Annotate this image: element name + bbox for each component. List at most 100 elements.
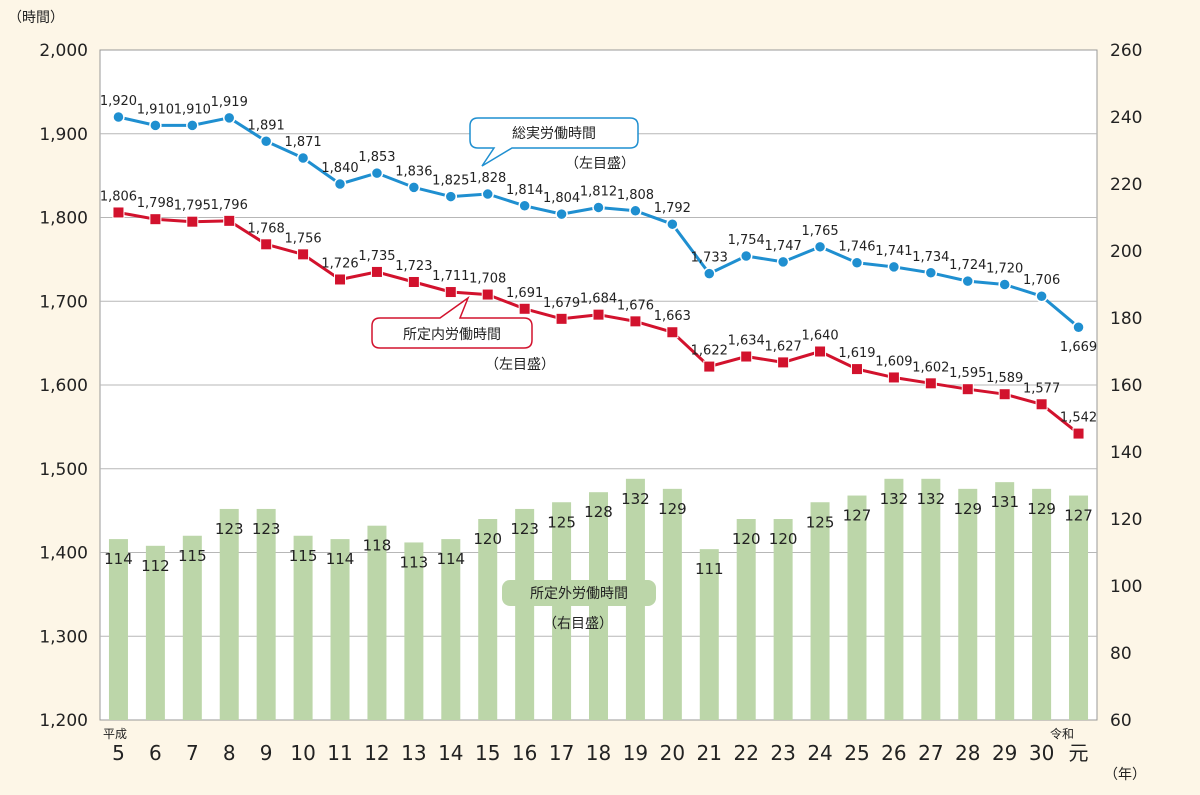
scheduled-hours-point (592, 308, 605, 321)
overtime-bar (108, 539, 128, 720)
x-axis-category-label: 17 (549, 741, 574, 765)
overtime-bar (182, 535, 202, 720)
total-hours-point (998, 278, 1011, 291)
total-hours-label: 1,733 (691, 251, 728, 266)
right-axis-tick-label: 260 (1110, 41, 1142, 61)
left-axis-tick-label: 1,500 (39, 460, 88, 480)
scheduled-hours-point (260, 238, 273, 251)
scheduled-hours-label: 1,589 (986, 371, 1023, 386)
total-hours-point (1072, 320, 1085, 334)
scheduled-hours-label: 1,768 (248, 221, 285, 236)
x-axis-category-label: 元 (1069, 741, 1089, 765)
scheduled-hours-label: 1,795 (174, 199, 211, 214)
total-hours-label: 1,919 (211, 95, 248, 110)
right-axis-tick-label: 60 (1110, 711, 1132, 731)
overtime-hours-callout: 所定外労働時間 （右目盛） (502, 580, 656, 632)
x-axis-category-label: 7 (186, 741, 199, 765)
overtime-hours-axis-note: （右目盛） (543, 616, 613, 632)
x-axis-category-label: 9 (260, 741, 273, 765)
total-hours-axis-note: （左目盛） (565, 156, 635, 172)
overtime-bar-label: 123 (510, 520, 539, 538)
scheduled-hours-axis-note: （左目盛） (485, 357, 555, 373)
total-hours-point (703, 267, 716, 280)
total-hours-point (222, 111, 236, 125)
scheduled-hours-point (518, 302, 531, 315)
overtime-bar (293, 535, 313, 720)
total-hours-label: 1,910 (137, 102, 174, 117)
x-axis-category-label: 25 (844, 741, 869, 765)
scheduled-hours-point (777, 356, 790, 369)
scheduled-hours-label: 1,798 (137, 196, 174, 211)
total-hours-point (444, 190, 458, 203)
total-hours-point (666, 217, 679, 231)
scheduled-hours-label: 1,634 (728, 334, 765, 349)
overtime-bar-label: 125 (806, 513, 835, 531)
right-axis-tick-label: 200 (1110, 242, 1142, 262)
left-axis-tick-label: 1,300 (39, 627, 88, 647)
scheduled-hours-label: 1,542 (1060, 411, 1097, 426)
scheduled-hours-label: 1,711 (432, 269, 469, 284)
total-hours-point (112, 110, 125, 124)
overtime-bar-label: 120 (732, 530, 761, 548)
total-hours-label: 1,836 (395, 164, 432, 179)
overtime-bar (330, 539, 350, 720)
x-axis-category-label: 11 (327, 741, 352, 765)
overtime-bar (256, 508, 276, 720)
overtime-bar-label: 127 (1064, 507, 1093, 525)
overtime-hours-callout-label: 所定外労働時間 (530, 586, 628, 602)
left-axis-tick-label: 1,200 (39, 711, 88, 731)
left-axis-tick-label: 1,600 (39, 376, 88, 396)
overtime-bar (921, 478, 941, 720)
scheduled-hours-label: 1,708 (469, 272, 506, 287)
overtime-bar (884, 478, 904, 720)
overtime-bar-label: 123 (252, 520, 281, 538)
scheduled-hours-label: 1,640 (801, 329, 838, 344)
overtime-bar-label: 128 (584, 503, 613, 521)
scheduled-hours-callout-box (371, 295, 533, 349)
overtime-bar-label: 115 (178, 547, 207, 565)
right-axis-tick-label: 140 (1110, 443, 1142, 463)
total-hours-label: 1,669 (1060, 340, 1097, 355)
scheduled-hours-point (444, 286, 457, 299)
overtime-bar-label: 114 (326, 550, 355, 568)
right-axis-tick-label: 80 (1110, 644, 1132, 664)
total-hours-point (961, 274, 975, 288)
overtime-bar (552, 502, 572, 720)
scheduled-hours-label: 1,679 (543, 296, 580, 311)
x-axis-category-label: 18 (586, 741, 611, 765)
overtime-bar-label: 125 (547, 513, 576, 531)
total-hours-point (813, 240, 827, 254)
scheduled-hours-point (481, 288, 494, 301)
total-hours-point (776, 255, 790, 269)
total-hours-label: 1,808 (617, 188, 654, 203)
total-hours-point (186, 119, 199, 132)
total-hours-label: 1,747 (765, 239, 802, 254)
total-hours-callout-label: 総実労働時間 (512, 126, 596, 142)
x-axis-category-label: 16 (512, 741, 537, 765)
era-heisei-label: 平成 (103, 727, 127, 741)
x-axis-category-label: 5 (112, 741, 125, 765)
overtime-bar (478, 519, 498, 720)
x-axis-category-label: 20 (660, 741, 685, 765)
total-hours-label: 1,828 (469, 171, 506, 186)
overtime-bar (995, 482, 1015, 720)
left-axis-tick-label: 1,400 (39, 544, 88, 564)
overtime-bar-label: 114 (436, 550, 465, 568)
total-hours-point (296, 151, 310, 165)
right-axis-tick-label: 240 (1110, 108, 1142, 128)
scheduled-hours-point (961, 383, 974, 396)
scheduled-hours-point (223, 214, 236, 227)
total-hours-point (518, 199, 531, 213)
total-hours-label: 1,734 (912, 250, 949, 265)
overtime-bar-label: 132 (880, 490, 909, 508)
overtime-bar-label: 113 (400, 553, 429, 571)
x-axis-category-label: 30 (1029, 741, 1054, 765)
scheduled-hours-label: 1,684 (580, 292, 617, 307)
right-axis-tick-label: 160 (1110, 376, 1142, 396)
total-hours-point (259, 135, 273, 148)
total-hours-label: 1,920 (100, 94, 137, 109)
overtime-bar (1032, 488, 1052, 720)
total-hours-callout: 総実労働時間 （左目盛） (469, 117, 639, 172)
scheduled-hours-point (334, 273, 347, 286)
overtime-bar (773, 519, 793, 720)
